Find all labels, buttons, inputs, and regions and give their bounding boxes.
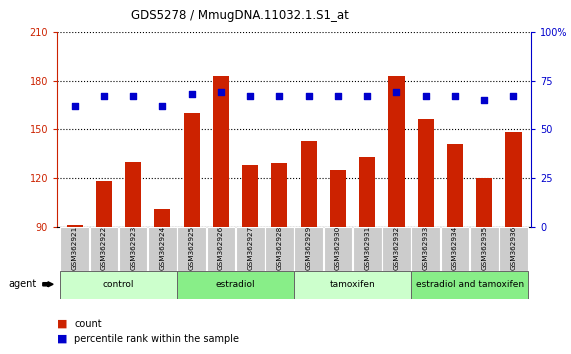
- Text: GSM362931: GSM362931: [364, 226, 370, 270]
- Point: [304, 93, 313, 99]
- Point: [392, 89, 401, 95]
- Bar: [295, 227, 323, 271]
- Text: count: count: [74, 319, 102, 329]
- Text: ■: ■: [57, 334, 67, 344]
- Text: GSM362935: GSM362935: [481, 226, 487, 270]
- Bar: [148, 227, 177, 271]
- Point: [451, 93, 460, 99]
- Text: GSM362928: GSM362928: [276, 226, 283, 270]
- Bar: [125, 162, 141, 227]
- Bar: [505, 132, 521, 227]
- Text: GDS5278 / MmugDNA.11032.1.S1_at: GDS5278 / MmugDNA.11032.1.S1_at: [131, 9, 349, 22]
- Bar: [236, 227, 264, 271]
- Bar: [476, 178, 492, 227]
- Bar: [178, 227, 206, 271]
- Text: GSM362923: GSM362923: [130, 226, 136, 270]
- Text: percentile rank within the sample: percentile rank within the sample: [74, 334, 239, 344]
- Point: [158, 103, 167, 109]
- Bar: [301, 141, 317, 227]
- Bar: [411, 227, 440, 271]
- Point: [216, 89, 226, 95]
- Text: GSM362921: GSM362921: [71, 226, 78, 270]
- Point: [421, 93, 431, 99]
- Bar: [417, 120, 434, 227]
- Bar: [447, 144, 463, 227]
- Bar: [271, 163, 287, 227]
- Point: [70, 103, 79, 109]
- Point: [333, 93, 343, 99]
- Text: control: control: [103, 280, 134, 290]
- Point: [246, 93, 255, 99]
- Bar: [294, 271, 411, 299]
- Bar: [90, 227, 118, 271]
- Point: [99, 93, 108, 99]
- Bar: [324, 227, 352, 271]
- Text: GSM362927: GSM362927: [247, 226, 253, 270]
- Text: GSM362932: GSM362932: [393, 226, 400, 270]
- Text: estradiol and tamoxifen: estradiol and tamoxifen: [416, 280, 524, 290]
- Point: [275, 93, 284, 99]
- Text: GSM362929: GSM362929: [305, 226, 312, 270]
- Bar: [207, 227, 235, 271]
- Bar: [470, 227, 498, 271]
- Point: [363, 93, 372, 99]
- Point: [187, 91, 196, 97]
- Text: GSM362924: GSM362924: [159, 226, 166, 270]
- Bar: [330, 170, 346, 227]
- Text: estradiol: estradiol: [216, 280, 255, 290]
- Point: [509, 93, 518, 99]
- Bar: [382, 227, 411, 271]
- Point: [128, 93, 138, 99]
- Bar: [184, 113, 200, 227]
- Text: GSM362922: GSM362922: [101, 226, 107, 270]
- Bar: [359, 157, 375, 227]
- Text: GSM362936: GSM362936: [510, 226, 517, 270]
- Bar: [411, 271, 528, 299]
- Bar: [154, 209, 171, 227]
- Point: [480, 97, 489, 103]
- Bar: [499, 227, 528, 271]
- Bar: [441, 227, 469, 271]
- Text: GSM362925: GSM362925: [188, 226, 195, 270]
- Text: ■: ■: [57, 319, 67, 329]
- Bar: [388, 76, 404, 227]
- Bar: [353, 227, 381, 271]
- Bar: [242, 165, 258, 227]
- Text: agent: agent: [8, 279, 36, 289]
- Text: GSM362933: GSM362933: [423, 226, 429, 270]
- Bar: [60, 271, 177, 299]
- Text: GSM362926: GSM362926: [218, 226, 224, 270]
- Bar: [96, 181, 112, 227]
- Text: tamoxifen: tamoxifen: [329, 280, 376, 290]
- Bar: [67, 225, 83, 227]
- Bar: [119, 227, 147, 271]
- Bar: [61, 227, 89, 271]
- Bar: [265, 227, 293, 271]
- Bar: [177, 271, 294, 299]
- Text: GSM362934: GSM362934: [452, 226, 458, 270]
- Text: GSM362930: GSM362930: [335, 226, 341, 270]
- Bar: [213, 76, 229, 227]
